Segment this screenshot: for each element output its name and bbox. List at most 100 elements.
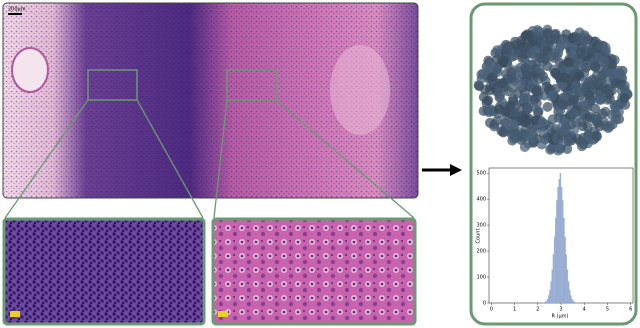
sphere <box>588 36 599 47</box>
bar <box>551 269 553 304</box>
sphere <box>498 55 509 66</box>
sphere <box>483 95 494 106</box>
sphere-cloud <box>473 24 633 156</box>
sphere <box>578 36 589 47</box>
bar <box>546 299 549 304</box>
bar <box>555 218 557 304</box>
sphere <box>492 85 503 96</box>
y-tick-label: 300 <box>476 223 486 229</box>
zoom-panel <box>2 217 206 326</box>
sphere <box>506 73 517 84</box>
sphere <box>484 85 495 96</box>
bar <box>571 299 573 304</box>
sphere <box>522 69 533 80</box>
sphere <box>590 103 601 114</box>
sphere <box>557 99 568 110</box>
bar <box>557 186 559 304</box>
sphere <box>573 82 583 93</box>
bar <box>548 295 550 304</box>
x-tick-label: 1 <box>513 307 516 313</box>
bar <box>566 269 569 304</box>
histology-panel: 200μm <box>2 2 419 199</box>
sphere <box>485 105 496 116</box>
sphere <box>603 85 614 96</box>
bar <box>560 186 563 304</box>
sphere <box>492 67 503 77</box>
sphere <box>542 28 553 38</box>
sphere <box>607 59 618 70</box>
sphere <box>538 71 549 82</box>
sphere <box>566 119 577 130</box>
sphere <box>604 93 615 104</box>
bar <box>570 295 572 304</box>
sphere <box>583 90 594 100</box>
x-tick-label: 4 <box>583 307 586 313</box>
sphere <box>578 97 589 108</box>
sphere <box>534 26 545 37</box>
y-tick-label: 400 <box>476 197 486 203</box>
sphere <box>484 61 495 72</box>
sphere <box>501 118 512 129</box>
bar <box>572 300 574 304</box>
sphere <box>575 46 586 57</box>
y-tick-label: 200 <box>476 249 486 255</box>
sphere <box>616 70 627 81</box>
bar <box>559 173 562 304</box>
bar <box>543 302 545 304</box>
y-tick-label: 500 <box>476 171 486 177</box>
sphere <box>526 48 537 59</box>
sphere <box>533 63 544 74</box>
sphere <box>546 51 557 62</box>
sphere <box>573 58 584 69</box>
sphere <box>510 40 521 51</box>
sphere <box>549 34 560 45</box>
sphere <box>500 106 511 117</box>
sphere <box>545 144 556 155</box>
bar <box>549 289 551 304</box>
sphere <box>553 145 564 156</box>
sphere <box>494 78 505 89</box>
bar <box>558 179 560 304</box>
sphere <box>559 72 570 83</box>
bar <box>550 281 552 304</box>
sphere <box>550 67 561 78</box>
bar <box>567 281 570 304</box>
x-tick-label: 2 <box>536 307 539 313</box>
sphere <box>537 117 548 128</box>
sphere <box>527 133 538 144</box>
sphere <box>476 73 487 84</box>
sphere <box>569 108 579 119</box>
sphere <box>554 43 565 54</box>
scale-bar <box>218 311 228 317</box>
sphere <box>590 61 601 72</box>
sphere <box>515 79 526 90</box>
sphere <box>501 44 512 55</box>
bar <box>544 301 547 304</box>
sphere <box>591 130 602 141</box>
sphere <box>594 94 605 105</box>
bar <box>574 302 577 304</box>
sphere <box>598 50 609 61</box>
x-tick-label: 6 <box>629 307 632 313</box>
bar <box>562 200 564 304</box>
sphere <box>583 130 594 141</box>
bar <box>573 301 576 304</box>
x-tick-label: 3 <box>559 307 562 313</box>
sphere <box>531 86 542 97</box>
sphere <box>541 81 552 92</box>
sphere <box>509 119 520 130</box>
y-tick-label: 0 <box>483 301 486 307</box>
sphere <box>562 144 573 154</box>
scale-label: 200μm <box>8 7 26 13</box>
bar <box>552 254 555 304</box>
sphere <box>581 62 592 73</box>
histogram: R (μm) Count 0 1 2 3 4 5 6 0 100 200 300 400 500 <box>476 167 634 320</box>
sphere <box>583 76 594 87</box>
sphere <box>578 139 589 150</box>
sphere <box>542 101 553 112</box>
sphere <box>594 121 605 132</box>
bar <box>545 300 548 304</box>
sphere <box>536 139 547 150</box>
y-tick-label: 100 <box>476 275 486 281</box>
